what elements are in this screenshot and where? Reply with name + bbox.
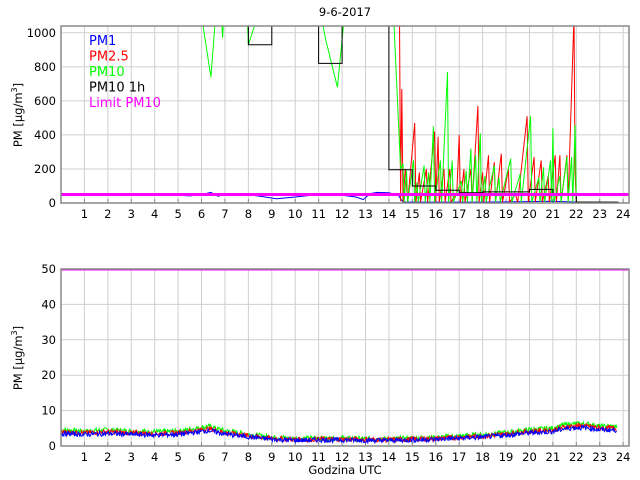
x-tick-label: 21 [546, 450, 561, 464]
x-tick-label: 9 [268, 207, 275, 221]
x-tick-label: 1 [81, 207, 88, 221]
x-tick-label: 12 [335, 207, 350, 221]
x-tick-label: 20 [522, 207, 537, 221]
x-tick-label: 18 [475, 207, 490, 221]
x-tick-label: 23 [592, 207, 607, 221]
x-tick-label: 4 [151, 207, 158, 221]
x-tick-label: 14 [382, 450, 397, 464]
series-line-pm1 [61, 424, 617, 445]
x-tick-label: 6 [198, 207, 205, 221]
x-tick-label: 3 [128, 450, 135, 464]
x-tick-label: 1 [81, 450, 88, 464]
y-tick-label: 0 [49, 439, 56, 453]
x-tick-label: 21 [546, 207, 561, 221]
y-tick-label: 600 [34, 94, 56, 108]
x-tick-label: 2 [104, 450, 111, 464]
x-tick-label: 14 [382, 207, 397, 221]
x-tick-label: 10 [288, 207, 303, 221]
legend-entry: PM2.5 [89, 50, 129, 65]
bottom-chart: PM [µg/m3] Godzina UTC 1 2 3 4 5 6 7 8 9 10 11 12 13… [10, 262, 630, 477]
x-tick-label: 5 [174, 207, 181, 221]
x-tick-label: 22 [569, 450, 584, 464]
x-tick-label: 19 [499, 207, 514, 221]
y-tick-label: 20 [41, 368, 56, 382]
y-tick-label: 30 [41, 333, 56, 347]
x-tick-label: 9 [268, 450, 275, 464]
series-line-pm10 [202, 26, 619, 203]
x-tick-label: 13 [358, 207, 373, 221]
y-tick-label: 800 [34, 60, 56, 74]
x-tick-label: 2 [104, 207, 111, 221]
x-tick-label: 12 [335, 450, 350, 464]
x-tick-label: 19 [499, 450, 514, 464]
x-tick-label: 7 [221, 207, 228, 221]
top-chart: 9-6-2017 PM [µg/m3] 1 2 3 4 5 6 7 8 9 10 11 12 13 14 1… [10, 5, 630, 221]
x-tick-label: 10 [288, 450, 303, 464]
x-tick-label: 13 [358, 450, 373, 464]
x-tick-label: 3 [128, 207, 135, 221]
x-tick-label: 22 [569, 207, 584, 221]
y-tick-label: 200 [34, 162, 56, 176]
series-group [61, 26, 629, 203]
x-tick-label: 24 [616, 450, 631, 464]
x-tick-label: 17 [452, 450, 467, 464]
x-tick-label: 18 [475, 450, 490, 464]
x-tick-label: 15 [405, 450, 420, 464]
x-tick-label: 4 [151, 450, 158, 464]
x-tick-label: 20 [522, 450, 537, 464]
y-tick-label: 0 [49, 196, 56, 210]
x-tick-label: 11 [311, 450, 326, 464]
x-tick-label: 8 [245, 207, 252, 221]
x-tick-label: 17 [452, 207, 467, 221]
axes-frame [60, 268, 630, 447]
x-tick-label: 11 [311, 207, 326, 221]
y-tick-label: 1000 [27, 26, 56, 40]
x-tick-label: 7 [221, 450, 228, 464]
x-tick-label: 16 [428, 450, 443, 464]
x-tick-label: 24 [616, 207, 631, 221]
y-axis-label: PM [µg/m3] [10, 83, 25, 147]
y-tick-label: 50 [41, 262, 56, 276]
y-tick-label: 40 [41, 297, 56, 311]
x-axis-label: Godzina UTC [308, 463, 381, 477]
x-tick-label: 23 [592, 450, 607, 464]
y-tick-label: 10 [41, 404, 56, 418]
x-tick-label: 6 [198, 450, 205, 464]
axes-frame [60, 25, 630, 204]
legend-entry: Limit PM10 [89, 96, 161, 111]
x-tick-label: 15 [405, 207, 420, 221]
chart-title: 9-6-2017 [319, 5, 371, 19]
legend-entry: PM1 [89, 34, 116, 49]
x-tick-label: 8 [245, 450, 252, 464]
series-line-pm101h [247, 26, 619, 203]
y-axis-label: PM [µg/m3] [10, 326, 25, 390]
y-tick-label: 400 [34, 128, 56, 142]
x-tick-label: 5 [174, 450, 181, 464]
legend-entry: PM10 [89, 65, 125, 80]
legend-entry: PM10 1h [89, 81, 145, 96]
series-group [61, 269, 629, 445]
x-tick-label: 16 [428, 207, 443, 221]
